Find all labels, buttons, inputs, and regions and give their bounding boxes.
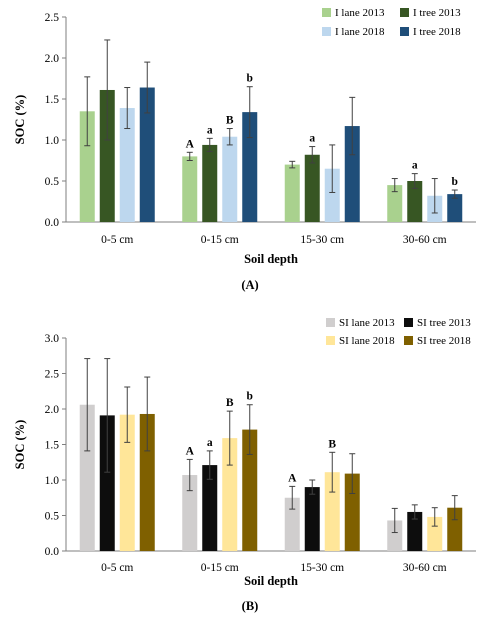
bar bbox=[407, 511, 423, 551]
x-tick-label: 0-5 cm bbox=[101, 562, 133, 574]
panel-a-chart: 0.0 0.5 1.0 1.5 2.0 2.5 SOC (%) 0-5 cm Aa Bb 0-15 … bbox=[13, 7, 476, 292]
bar bbox=[202, 465, 218, 551]
x-axis-title: Soil depth bbox=[244, 574, 298, 588]
y-tick-label: 0.5 bbox=[45, 176, 60, 188]
x-tick-label: 15-30 cm bbox=[300, 234, 344, 246]
legend: SI lane 2013 SI tree 2013 SI lane 2018 SI t… bbox=[326, 317, 471, 347]
bar bbox=[387, 520, 403, 551]
legend-label: SI lane 2018 bbox=[339, 335, 395, 347]
y-tick-label: 2.0 bbox=[45, 53, 60, 65]
data-label: a bbox=[207, 124, 213, 136]
bar bbox=[99, 89, 115, 222]
x-tick-label: 30-60 cm bbox=[403, 562, 447, 574]
bar bbox=[79, 404, 95, 551]
legend-label: SI lane 2013 bbox=[339, 317, 395, 329]
data-label: b bbox=[452, 176, 458, 188]
y-tick-label: 2.5 bbox=[45, 12, 60, 24]
legend-swatch bbox=[400, 8, 409, 17]
y-tick-label: 1.0 bbox=[45, 475, 60, 487]
data-label: b bbox=[247, 391, 253, 403]
y-axis-title: SOC (%) bbox=[13, 95, 27, 145]
legend-label: SI tree 2018 bbox=[417, 335, 471, 347]
data-label: B bbox=[226, 115, 234, 127]
data-label: A bbox=[288, 472, 297, 484]
bar bbox=[407, 181, 423, 222]
bar bbox=[119, 414, 135, 551]
bar bbox=[242, 112, 258, 222]
x-tick-label: 30-60 cm bbox=[403, 234, 447, 246]
bar bbox=[324, 168, 340, 222]
legend-swatch bbox=[400, 27, 409, 36]
panel-label: (B) bbox=[242, 599, 259, 613]
y-tick-label: 1.5 bbox=[45, 440, 60, 452]
legend-swatch bbox=[322, 27, 331, 36]
legend-label: SI tree 2013 bbox=[417, 317, 471, 329]
y-tick-label: 2.0 bbox=[45, 404, 60, 416]
bar bbox=[202, 144, 218, 222]
bar bbox=[242, 429, 258, 551]
bar bbox=[182, 475, 198, 551]
y-tick-label: 3.0 bbox=[45, 333, 60, 345]
legend-swatch bbox=[404, 336, 413, 345]
bar bbox=[182, 156, 198, 222]
y-tick-label: 0.0 bbox=[45, 217, 60, 229]
x-axis-title: Soil depth bbox=[244, 252, 298, 266]
bar bbox=[324, 472, 340, 551]
y-tick-label: 2.5 bbox=[45, 369, 60, 381]
x-tick-label: 0-15 cm bbox=[201, 234, 239, 246]
legend-label: I tree 2018 bbox=[413, 26, 461, 38]
y-tick-label: 0.0 bbox=[45, 546, 60, 558]
y-axis-title: SOC (%) bbox=[13, 420, 27, 470]
bar bbox=[304, 154, 320, 222]
legend-label: I tree 2013 bbox=[413, 7, 461, 19]
bar bbox=[284, 164, 300, 222]
bar bbox=[344, 473, 360, 551]
legend-swatch bbox=[326, 336, 335, 345]
bar bbox=[427, 516, 443, 551]
data-label: A bbox=[186, 138, 195, 150]
bar bbox=[387, 185, 403, 222]
data-label: A bbox=[186, 445, 195, 457]
bar bbox=[79, 111, 95, 222]
bar bbox=[222, 438, 238, 551]
bar bbox=[344, 126, 360, 222]
bar bbox=[447, 194, 463, 222]
bar bbox=[139, 87, 155, 223]
y-tick-label: 1.5 bbox=[45, 94, 60, 106]
bar bbox=[99, 415, 115, 551]
data-label: a bbox=[309, 133, 315, 145]
legend-label: I lane 2013 bbox=[335, 7, 385, 19]
data-label: b bbox=[247, 73, 253, 85]
data-label: a bbox=[412, 160, 418, 172]
data-label: B bbox=[226, 397, 234, 409]
panel-b-chart: 0.0 0.5 1.0 1.5 2.0 2.5 3.0 SOC (%) 0-5 cm Aa Bb 0-… bbox=[13, 317, 476, 613]
y-tick-label: 0.5 bbox=[45, 511, 60, 523]
y-tick-label: 1.0 bbox=[45, 135, 60, 147]
bar bbox=[284, 497, 300, 551]
bar bbox=[304, 487, 320, 551]
bar bbox=[119, 108, 135, 222]
x-tick-label: 0-5 cm bbox=[101, 234, 133, 246]
x-tick-label: 0-15 cm bbox=[201, 562, 239, 574]
legend-swatch bbox=[322, 8, 331, 17]
bar bbox=[222, 136, 238, 222]
panel-label: (A) bbox=[241, 278, 258, 292]
legend-label: I lane 2018 bbox=[335, 26, 385, 38]
legend-swatch bbox=[326, 318, 335, 327]
bar bbox=[139, 413, 155, 551]
legend-swatch bbox=[404, 318, 413, 327]
x-tick-label: 15-30 cm bbox=[300, 562, 344, 574]
data-label: a bbox=[207, 437, 213, 449]
legend: I lane 2013 I tree 2013 I lane 2018 I tree … bbox=[322, 7, 461, 38]
data-label: B bbox=[328, 438, 336, 450]
bar bbox=[447, 507, 463, 551]
